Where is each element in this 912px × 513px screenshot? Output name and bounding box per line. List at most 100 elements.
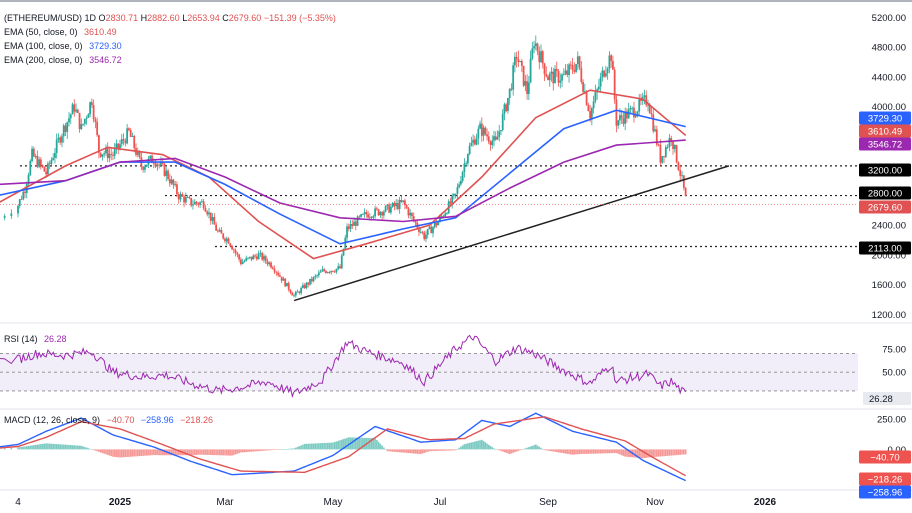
macd-histogram-bar [323, 442, 325, 450]
candle-body [202, 201, 205, 208]
macd-histogram-bar [363, 437, 366, 450]
candle-body [501, 113, 504, 131]
macd-histogram-bar [272, 449, 274, 451]
macd-histogram-bar [145, 449, 148, 456]
price-tag-bg [859, 111, 911, 125]
macd-histogram-bar [477, 440, 480, 450]
macd-histogram-bar [234, 449, 237, 455]
candle-body [215, 224, 218, 231]
macd-histogram-bar [557, 449, 560, 453]
macd-histogram-bar [356, 437, 359, 450]
candle-body [54, 152, 56, 158]
macd-histogram-bar [442, 449, 445, 451]
macd-histogram-bar [547, 449, 549, 451]
macd-histogram-bar [536, 445, 539, 450]
symbol-header: (ETHEREUM/USD) 1D O2830.71 H2882.60 L265… [4, 13, 336, 23]
candle-body [117, 143, 120, 149]
candle-body [34, 156, 37, 157]
macd-histogram-bar [149, 449, 152, 456]
candle-body [386, 204, 389, 207]
macd-histogram-bar [402, 449, 404, 453]
macd-histogram-bar [612, 449, 614, 454]
macd-histogram-bar [325, 442, 327, 450]
candle-body [68, 118, 70, 123]
macd-histogram-bar [570, 449, 572, 455]
macd-histogram-bar [115, 449, 118, 458]
macd-histogram-bar [229, 449, 232, 456]
macd-histogram-bar [248, 449, 251, 452]
price-pane [0, 35, 858, 302]
macd-histogram-bar [326, 442, 329, 450]
macd-histogram-bar [129, 449, 132, 457]
candle-body [466, 154, 469, 164]
candle-body [101, 154, 104, 157]
candle-body [377, 209, 380, 216]
macd-histogram-bar [571, 449, 574, 455]
price-tag: 3610.49 [868, 127, 902, 138]
ohlc-change: −151.39 (−5.35%) [263, 13, 336, 23]
candle-body [419, 231, 422, 233]
macd-histogram-bar [636, 449, 639, 458]
candle-body [670, 138, 673, 142]
candle-body [287, 282, 290, 290]
macd-histogram-bar [578, 449, 581, 455]
candle-body [48, 163, 51, 165]
macd-histogram-bar [587, 449, 590, 454]
macd-histogram-bar [575, 449, 577, 455]
candle-body [619, 115, 621, 121]
macd-histogram-bar [243, 449, 246, 453]
macd-histogram-bar [259, 449, 262, 451]
candle-body [631, 107, 634, 109]
candle-body [85, 117, 88, 120]
candle-body [645, 95, 648, 106]
candle-body [517, 58, 520, 62]
candle-body [120, 139, 123, 145]
candle-body [461, 171, 464, 181]
macd-histogram-bar [548, 449, 551, 451]
macd-histogram-bar [321, 443, 324, 450]
macd-histogram-bar [374, 438, 376, 450]
macd-histogram-bar [508, 449, 511, 455]
candle-body [470, 142, 473, 146]
candle-body [227, 238, 230, 244]
candle-body [156, 164, 159, 167]
candle-body [73, 104, 76, 112]
candle-body [582, 82, 584, 92]
candle-body [673, 145, 676, 150]
macd-histogram-bar [92, 449, 95, 451]
macd-histogram-bar [215, 449, 217, 456]
macd-histogram-bar [584, 449, 586, 454]
macd-histogram-bar [405, 449, 408, 453]
candle-body [510, 88, 513, 90]
candle-body [165, 170, 168, 176]
candle-body [533, 46, 535, 49]
candle-body [405, 205, 408, 209]
candle-body [432, 227, 434, 234]
macd-histogram-bar [105, 449, 107, 455]
candle-body [494, 136, 497, 140]
horizontal-levels [20, 165, 858, 248]
candle-body [640, 98, 642, 101]
macd-histogram-bar [101, 449, 104, 454]
candle-body [374, 208, 376, 217]
macd-histogram-bar [684, 449, 687, 455]
candle-body [240, 259, 242, 265]
macd-histogram-bar [411, 449, 413, 454]
candle-body [252, 255, 255, 260]
candle-body [655, 129, 658, 145]
candle-body [152, 162, 155, 164]
macd-histogram-bar [531, 445, 534, 450]
candle-body [131, 135, 134, 137]
candle-body [430, 226, 433, 234]
ohlc-low-label: L [182, 13, 188, 23]
macd-histogram-bar [515, 449, 518, 452]
macd-histogram-bar [174, 449, 176, 456]
macd-histogram-bar [599, 449, 602, 454]
candle-body [158, 164, 161, 166]
macd-histogram-bar [197, 449, 200, 455]
candle-body [480, 123, 483, 136]
candle-body [167, 170, 169, 179]
candle-body [484, 127, 487, 135]
macd-histogram-bar [657, 449, 660, 457]
